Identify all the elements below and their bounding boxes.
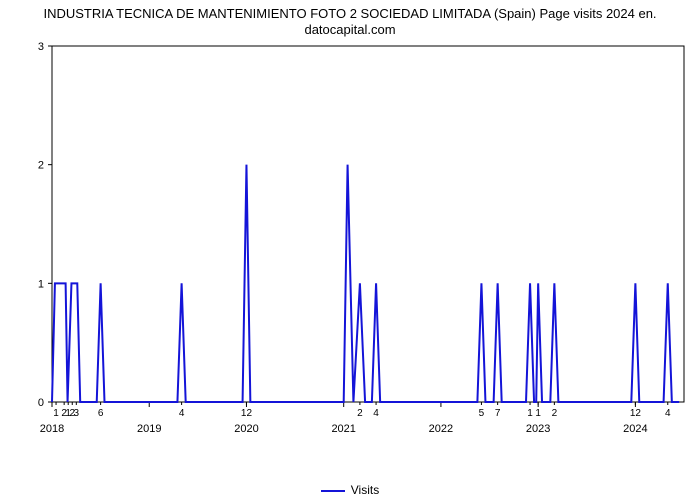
- xtick-minor-label: 2: [357, 408, 363, 419]
- ytick-label: 2: [38, 160, 44, 172]
- xtick-minor-label: 3: [74, 408, 80, 419]
- ytick-label: 0: [38, 397, 44, 409]
- xtick-minor-label: 1: [527, 408, 533, 419]
- xtick-year-label: 2021: [331, 423, 355, 435]
- xtick-minor-label: 4: [665, 408, 671, 419]
- legend-label: Visits: [351, 483, 379, 497]
- title-line-2: datocapital.com: [10, 22, 690, 38]
- legend: Visits: [0, 483, 700, 497]
- xtick-minor-label: 4: [373, 408, 379, 419]
- xtick-minor-label: 1: [53, 408, 59, 419]
- ytick-label: 3: [38, 42, 44, 53]
- plot-border: [52, 46, 684, 402]
- xtick-minor-label: 2: [552, 408, 558, 419]
- plot-svg: 0123201820192020202120222023202412123641…: [30, 42, 690, 440]
- xtick-minor-label: 6: [98, 408, 104, 419]
- xtick-minor-label: 7: [495, 408, 501, 419]
- title-line-1: INDUSTRIA TECNICA DE MANTENIMIENTO FOTO …: [10, 6, 690, 22]
- legend-swatch: [321, 490, 345, 492]
- chart-title: INDUSTRIA TECNICA DE MANTENIMIENTO FOTO …: [0, 0, 700, 41]
- xtick-minor-label: 1: [535, 408, 541, 419]
- xtick-year-label: 2020: [234, 423, 258, 435]
- xtick-year-label: 2022: [429, 423, 453, 435]
- xtick-year-label: 2019: [137, 423, 161, 435]
- ytick-label: 1: [38, 278, 44, 290]
- xtick-minor-label: 12: [241, 408, 253, 419]
- plot-area: 0123201820192020202120222023202412123641…: [30, 42, 690, 440]
- xtick-year-label: 2024: [623, 423, 647, 435]
- xtick-minor-label: 4: [179, 408, 185, 419]
- xtick-year-label: 2023: [526, 423, 550, 435]
- visits-line: [52, 165, 679, 402]
- xtick-minor-label: 12: [630, 408, 642, 419]
- xtick-minor-label: 5: [479, 408, 485, 419]
- xtick-year-label: 2018: [40, 423, 64, 435]
